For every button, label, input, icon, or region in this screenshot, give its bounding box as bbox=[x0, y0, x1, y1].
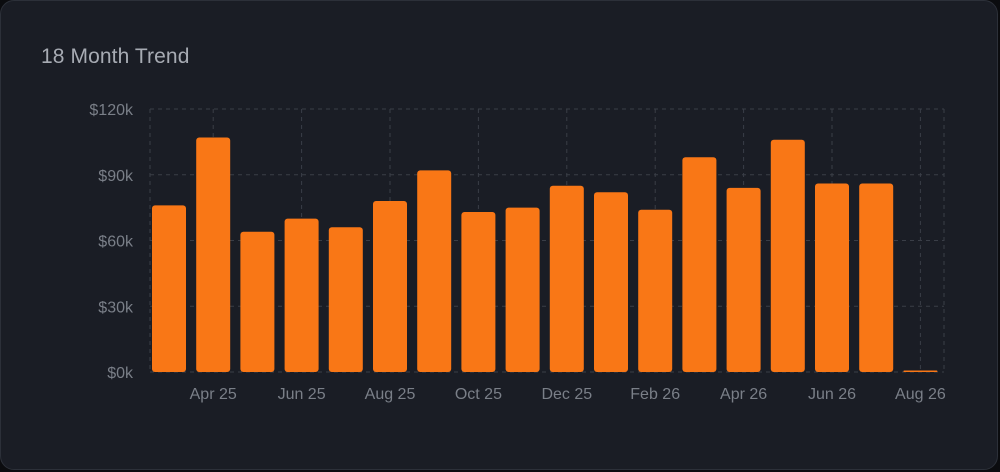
bar-may-25 bbox=[240, 231, 275, 372]
bar-aug-26 bbox=[903, 370, 938, 372]
x-tick-label: Dec 25 bbox=[541, 386, 592, 403]
x-tick-label: Feb 26 bbox=[630, 386, 680, 403]
bar-jun-25 bbox=[284, 218, 319, 372]
bar-apr-26 bbox=[726, 187, 761, 372]
bar-feb-26 bbox=[638, 209, 673, 372]
bar-nov-25 bbox=[505, 207, 540, 372]
x-tick-label: Aug 26 bbox=[895, 386, 946, 403]
y-tick-label: $90k bbox=[98, 168, 134, 185]
bar-may-26 bbox=[770, 139, 805, 372]
bar-jun-26 bbox=[815, 183, 849, 372]
chart-axis-labels: $0k $30k $60k $90k $120k Apr 25 Jun 25 Aug 25 Oc… bbox=[89, 102, 945, 403]
y-tick-label: $120k bbox=[89, 102, 134, 119]
bar-jul-25 bbox=[328, 227, 363, 372]
x-tick-label: Jun 26 bbox=[808, 386, 856, 403]
y-tick-label: $0k bbox=[107, 365, 134, 382]
card-title: 18 Month Trend bbox=[41, 45, 190, 68]
bar-jan-26 bbox=[594, 192, 628, 372]
bar-mar-26 bbox=[682, 157, 717, 372]
y-tick-label: $60k bbox=[98, 234, 134, 251]
y-tick-label: $30k bbox=[98, 299, 134, 316]
bar-aug-25 bbox=[373, 201, 407, 372]
bar-jul-26 bbox=[859, 183, 894, 372]
bar-sep-25 bbox=[417, 170, 452, 372]
x-tick-label: Jun 25 bbox=[278, 386, 326, 403]
x-tick-label: Apr 25 bbox=[190, 386, 237, 403]
chart-bars bbox=[152, 137, 938, 372]
x-tick-label: Oct 25 bbox=[455, 386, 502, 403]
bar-dec-25 bbox=[549, 185, 584, 372]
x-tick-label: Aug 25 bbox=[365, 386, 416, 403]
bar-mar-25 bbox=[152, 205, 186, 372]
x-tick-label: Apr 26 bbox=[720, 386, 767, 403]
bar-apr-25 bbox=[196, 137, 231, 372]
bar-oct-25 bbox=[461, 212, 496, 372]
